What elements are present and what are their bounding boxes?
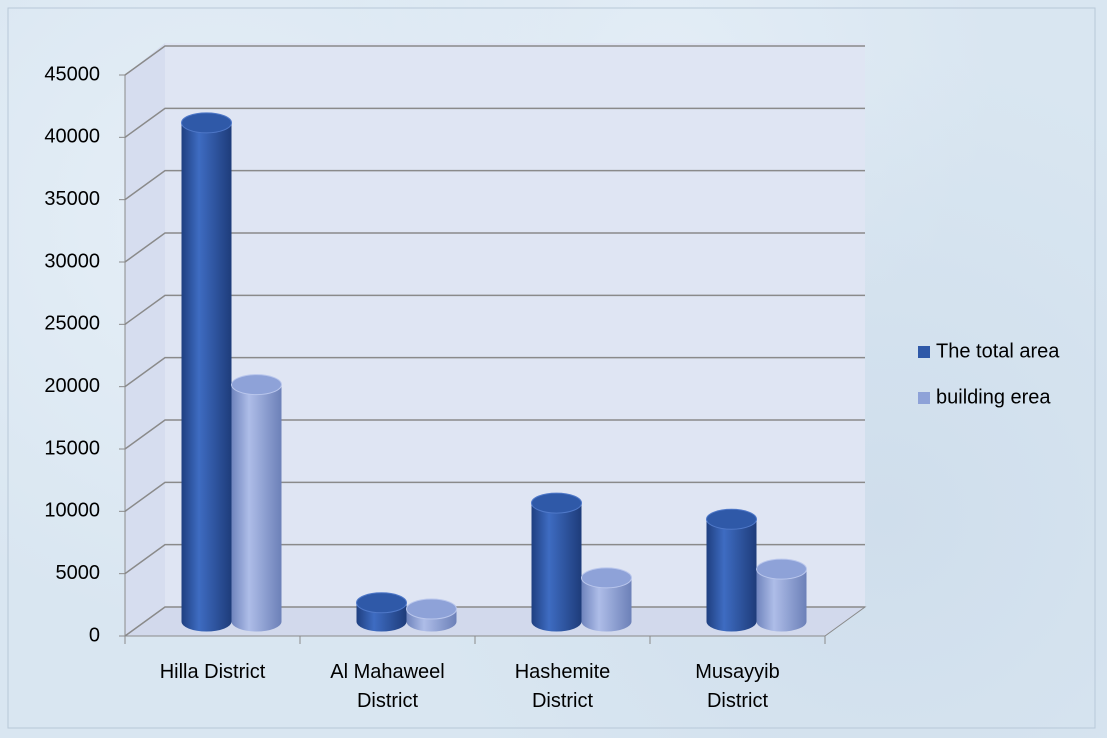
bar-body: [181, 122, 232, 632]
side-wall: [125, 43, 165, 636]
grid-line: [124, 606, 865, 637]
bar-body: [706, 519, 757, 632]
bar-top: [181, 112, 232, 134]
legend-swatch: [918, 346, 930, 358]
y-tick-label: 25000: [44, 313, 100, 335]
bar: [756, 558, 807, 632]
bar: [531, 492, 582, 632]
legend-label: building erea: [936, 386, 1051, 408]
y-tick-label: 20000: [44, 375, 100, 397]
bar-body: [581, 577, 632, 632]
legend-label: The total area: [936, 340, 1060, 362]
bar-body: [531, 503, 582, 632]
bar: [706, 508, 757, 632]
grid-line: [124, 356, 865, 388]
x-tick-label: Musayyib District: [695, 661, 780, 712]
grid-line: [124, 45, 865, 76]
bar: [581, 567, 632, 632]
bar-top: [406, 598, 457, 620]
bar-top: [581, 567, 632, 589]
y-tick-label: 5000: [56, 562, 101, 584]
bar: [231, 374, 282, 632]
bar-body: [231, 384, 282, 632]
y-tick-label: 15000: [44, 437, 100, 459]
grid-line: [124, 232, 865, 263]
legend-swatch: [918, 392, 930, 404]
grid-line: [124, 419, 865, 450]
y-tick-label: 40000: [44, 126, 100, 148]
bar-top: [706, 508, 757, 530]
y-tick-label: 35000: [44, 188, 100, 210]
bar-top: [231, 374, 282, 396]
x-tick-label: Al Mahaweel District: [330, 661, 445, 712]
bar-top: [531, 492, 582, 514]
grid-line: [124, 543, 865, 575]
bar: [181, 112, 232, 632]
bar-top: [356, 592, 407, 614]
grid-line: [124, 169, 865, 201]
bar: [406, 598, 457, 632]
back-wall: [165, 43, 865, 607]
bar-top: [756, 558, 807, 580]
y-tick-label: 45000: [44, 63, 100, 85]
bar-body: [756, 569, 807, 632]
grid-line: [124, 294, 865, 325]
grid-line: [124, 107, 865, 138]
x-tick-label: Hashemite District: [514, 661, 611, 712]
grid-line: [124, 481, 865, 512]
y-tick-label: 10000: [44, 500, 100, 522]
chart-frame: [7, 7, 1096, 729]
bar: [356, 592, 407, 632]
x-tick-label: Hilla District: [159, 661, 266, 683]
y-tick-label: 0: [89, 624, 100, 646]
y-tick-label: 30000: [44, 250, 100, 272]
